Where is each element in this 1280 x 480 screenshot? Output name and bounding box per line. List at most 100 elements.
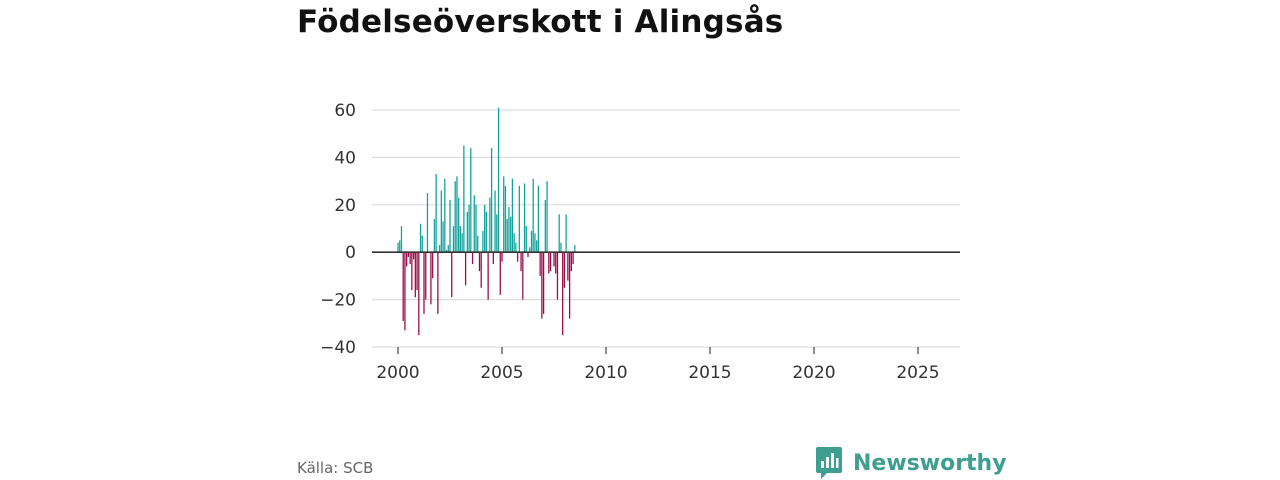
y-tick-label: 0	[345, 243, 356, 263]
bar	[485, 211, 488, 253]
bar	[513, 233, 515, 253]
bar	[565, 214, 567, 253]
bar	[532, 178, 534, 253]
bar	[484, 204, 486, 253]
bar	[503, 176, 505, 253]
bar	[426, 192, 429, 253]
bar	[534, 233, 536, 253]
bar	[404, 252, 406, 331]
bar	[399, 240, 401, 253]
y-axis: −40 −20 0 20 40 60	[320, 101, 356, 358]
x-tick-label: 2015	[688, 363, 731, 383]
bar	[546, 181, 548, 253]
bar	[468, 204, 470, 253]
bar	[496, 214, 498, 253]
bar	[544, 200, 546, 253]
x-tick-label: 2010	[584, 363, 627, 383]
bar	[537, 185, 540, 253]
bar	[451, 252, 453, 298]
bar	[530, 230, 533, 253]
bar	[459, 226, 462, 253]
bar	[556, 252, 559, 300]
bar	[489, 197, 491, 253]
bar	[510, 216, 512, 253]
bar	[516, 252, 519, 262]
bar	[478, 252, 481, 272]
bar	[499, 252, 501, 295]
bar	[490, 147, 493, 253]
bar	[568, 252, 571, 319]
bar	[475, 204, 477, 253]
bar	[444, 178, 446, 253]
bar	[419, 223, 422, 253]
bar	[487, 252, 489, 300]
x-tick-label: 2025	[896, 363, 939, 383]
bar	[464, 252, 467, 286]
bar	[397, 242, 399, 253]
bar	[548, 252, 550, 274]
bar	[442, 221, 444, 253]
bar	[527, 252, 529, 257]
bar	[437, 252, 439, 314]
bar	[574, 245, 576, 253]
bar	[440, 190, 442, 253]
bar	[425, 252, 427, 300]
bar	[553, 252, 555, 267]
bar	[402, 252, 404, 321]
bar	[541, 252, 543, 319]
bars	[397, 107, 576, 336]
bar	[520, 252, 522, 272]
bar	[506, 219, 508, 253]
bar	[558, 214, 560, 253]
bar-chart-logo-icon	[816, 447, 842, 479]
bar-chart: −40 −20 0 20 40 60 2000 2005 2010 2015 2020 2025	[320, 101, 960, 383]
bar	[407, 252, 410, 257]
bar	[562, 252, 564, 336]
brand-name: Newsworthy	[853, 450, 1007, 476]
bar	[536, 240, 538, 253]
bar	[433, 219, 436, 253]
x-axis: 2000 2005 2010 2015 2020 2025	[376, 347, 940, 383]
bar	[445, 249, 448, 253]
bar	[447, 245, 449, 253]
brand-logo: Newsworthy	[815, 446, 1007, 480]
bar	[501, 252, 503, 262]
bar	[418, 252, 420, 336]
bar	[456, 176, 458, 253]
bar	[471, 252, 474, 265]
bar	[560, 242, 562, 253]
chart-title: Födelseöverskott i Alingsås	[297, 4, 784, 40]
bar	[438, 245, 441, 253]
bar	[497, 107, 500, 253]
source-label: Källa: SCB	[297, 459, 374, 477]
bar	[542, 252, 545, 314]
bar	[549, 252, 552, 272]
bar	[452, 226, 455, 253]
x-tick-label: 2000	[376, 363, 419, 383]
bar	[522, 252, 524, 300]
bar	[400, 226, 403, 253]
bar	[421, 235, 423, 253]
bar	[454, 181, 456, 253]
x-tick-label: 2020	[792, 363, 835, 383]
bar	[430, 252, 432, 305]
bar	[411, 252, 413, 291]
bar	[511, 178, 514, 253]
bar	[409, 252, 411, 265]
bar	[492, 252, 494, 265]
bar	[563, 252, 566, 288]
bar	[567, 252, 569, 281]
bar	[482, 230, 484, 253]
bar	[518, 185, 520, 253]
bar	[525, 226, 527, 253]
bar	[539, 252, 541, 276]
bar	[458, 197, 460, 253]
bar	[480, 252, 482, 288]
bar	[414, 252, 416, 298]
bar	[449, 200, 451, 253]
y-tick-label: 40	[334, 148, 356, 168]
bar	[473, 195, 475, 253]
grid-lines	[372, 109, 960, 348]
x-tick-label: 2005	[480, 363, 523, 383]
bar	[523, 183, 526, 253]
